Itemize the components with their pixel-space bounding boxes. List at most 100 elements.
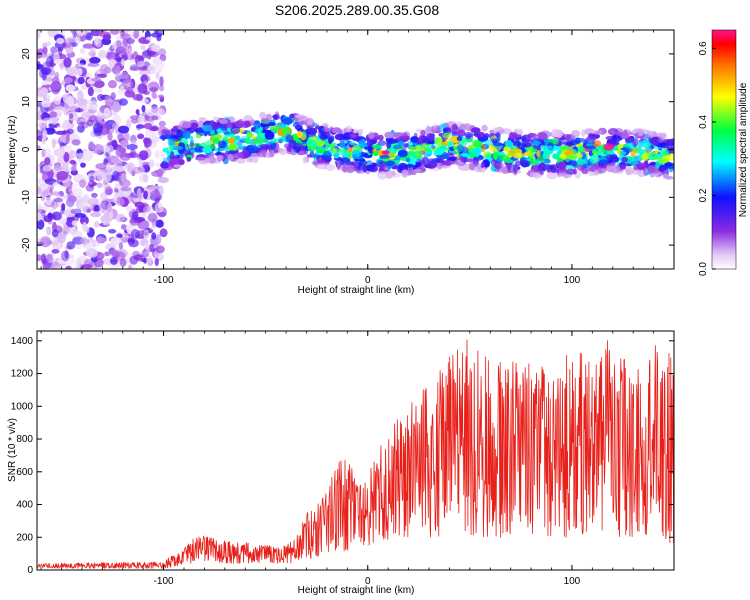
heatmap-cell (519, 160, 531, 165)
heatmap-cell (514, 160, 522, 167)
heatmap-cell (409, 146, 418, 151)
heatmap-cell (398, 135, 409, 142)
heatmap-cell (591, 149, 598, 155)
heatmap-cell (71, 183, 80, 188)
heatmap-cell (143, 122, 153, 130)
heatmap-cell (329, 142, 336, 150)
heatmap-cell (46, 41, 51, 47)
heatmap-cell (440, 141, 447, 147)
heatmap-cell (500, 166, 508, 174)
heatmap-cell (148, 159, 155, 168)
heatmap-cell (46, 253, 54, 265)
heatmap-cell (71, 220, 79, 226)
heatmap-cell (57, 257, 68, 265)
heatmap-cell (405, 163, 415, 168)
heatmap-cell (153, 152, 166, 158)
heatmap-cell (590, 130, 596, 134)
heatmap-cell (115, 251, 126, 261)
heatmap-cell (97, 73, 108, 79)
heatmap-cell (42, 117, 54, 125)
heatmap-cell (51, 199, 58, 209)
heatmap-cell (646, 130, 655, 136)
heatmap-cell (269, 149, 275, 158)
heatmap-cell (358, 128, 364, 135)
heatmap-cell (126, 144, 138, 150)
heatmap-cell (227, 137, 236, 144)
heatmap-cell (66, 66, 79, 77)
heatmap-cell (250, 152, 259, 158)
heatmap-cell (160, 162, 170, 169)
heatmap-cell (48, 122, 60, 128)
heatmap-cell (105, 51, 117, 61)
heatmap-cell (457, 129, 466, 137)
heatmap-cell (212, 116, 219, 121)
colorbar-tick-label: 0.4 (698, 115, 709, 129)
heatmap-cell (64, 250, 69, 259)
heatmap-cell (246, 156, 253, 163)
heatmap-cell (137, 189, 143, 199)
heatmap-cell (621, 156, 629, 163)
heatmap-cell (269, 142, 277, 150)
heatmap-cell (556, 161, 567, 170)
heatmap-cell (89, 100, 98, 111)
heatmap-cell (119, 71, 128, 80)
heatmap-cell (433, 167, 439, 172)
heatmap-cell (40, 253, 47, 265)
heatmap-cell (126, 118, 132, 130)
heatmap-cell (302, 130, 307, 136)
heatmap-cell (83, 259, 94, 269)
heatmap-cell (596, 129, 603, 135)
heatmap-cell (79, 215, 89, 226)
heatmap-cell (120, 58, 125, 67)
heatmap-cell (53, 182, 58, 187)
heatmap-cell (349, 141, 355, 146)
heatmap-cell (489, 129, 495, 134)
heatmap-cell (83, 243, 93, 250)
heatmap-cell (223, 133, 234, 138)
heatmap-cell (96, 87, 102, 93)
heatmap-cell (367, 131, 375, 139)
heatmap-cell (78, 63, 85, 68)
heatmap-cell (651, 155, 661, 160)
heatmap-cell (385, 160, 396, 167)
heatmap-cell (80, 237, 92, 246)
heatmap-cell (154, 257, 159, 267)
heatmap-cell (306, 139, 317, 148)
heatmap-cell (451, 123, 458, 131)
heatmap-cell (302, 156, 307, 164)
heatmap-cell (212, 138, 220, 145)
heatmap-cell (503, 146, 511, 152)
snr-plot-area (37, 331, 674, 570)
heatmap-cell (92, 122, 103, 134)
y-tick-label: 1000 (11, 401, 34, 412)
heatmap-cell (607, 128, 619, 136)
heatmap-cell (143, 190, 148, 200)
heatmap-cell (77, 124, 85, 133)
heatmap-cell (159, 76, 164, 87)
heatmap-cell (570, 130, 581, 138)
heatmap-cell (279, 148, 287, 156)
heatmap-cell (110, 237, 122, 246)
heatmap-cell (217, 140, 227, 149)
heatmap-cell (543, 158, 551, 164)
heatmap-cell (337, 147, 344, 152)
heatmap-cell (51, 229, 59, 238)
heatmap-cell (83, 150, 94, 162)
figure-title: S206.2025.289.00.35.G08 (275, 2, 439, 18)
x-tick-label: -100 (154, 275, 174, 286)
heatmap-cell (448, 156, 457, 161)
heatmap-cell (71, 139, 81, 146)
heatmap-cell (380, 163, 388, 169)
heatmap-cell (118, 147, 127, 154)
heatmap-cell (569, 160, 578, 167)
heatmap-cell (120, 186, 128, 192)
heatmap-cell (472, 140, 480, 148)
heatmap-cell (581, 129, 586, 138)
y-tick-label: 1400 (11, 336, 34, 347)
snr-x-ticks: -100 0 100 (40, 331, 675, 587)
heatmap-cell (147, 212, 158, 223)
heatmap-cell (138, 150, 149, 161)
heatmap-cell (352, 154, 358, 159)
heatmap-cell (150, 189, 161, 199)
